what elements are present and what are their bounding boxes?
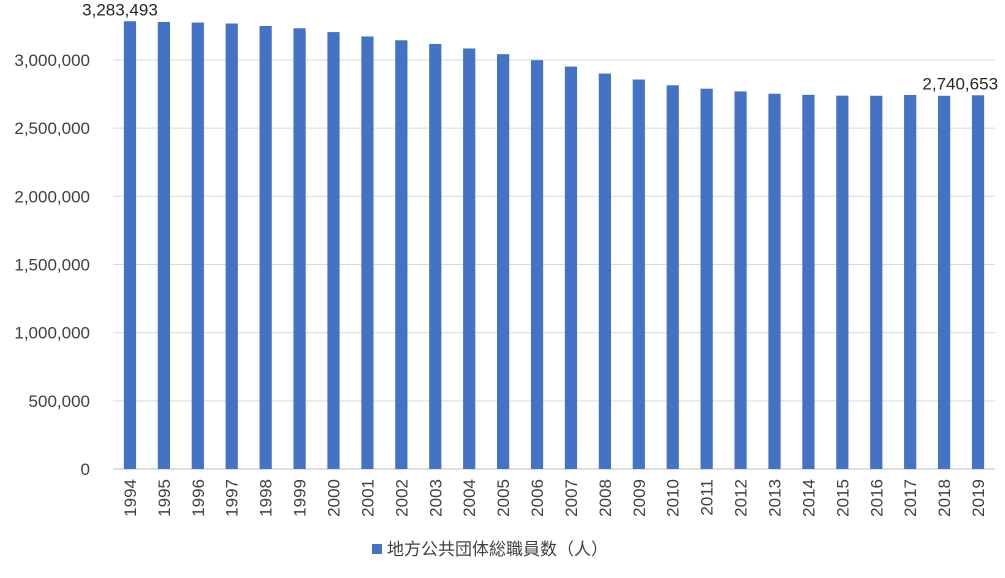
- bar: [463, 48, 476, 470]
- x-tick-label: 2006: [528, 479, 547, 517]
- x-tick-label: 2011: [698, 479, 717, 516]
- x-tick-label: 2009: [630, 479, 649, 517]
- bar: [191, 22, 204, 470]
- bar: [123, 21, 137, 470]
- bar: [530, 60, 544, 469]
- x-tick-label: 2007: [562, 479, 581, 517]
- x-tick-label: 2014: [799, 479, 818, 517]
- bar: [429, 43, 442, 470]
- bar: [632, 79, 645, 469]
- bar: [836, 95, 849, 470]
- bar: [395, 40, 408, 469]
- x-tick-label: 1996: [189, 479, 208, 517]
- y-tick-label: 1,500,000: [14, 255, 90, 274]
- x-tick-label: 1999: [291, 479, 310, 517]
- bar: [327, 32, 340, 469]
- data-labels: 3,283,493 2,740,653: [82, 0, 998, 93]
- y-tick-label: 1,000,000: [14, 324, 90, 343]
- bar: [564, 66, 578, 469]
- x-tick-label: 2004: [460, 479, 479, 517]
- legend-label: 地方公共団体総職員数（人）: [387, 540, 608, 559]
- data-label: 3,283,493: [82, 0, 158, 19]
- bar: [666, 85, 679, 469]
- bar: [971, 95, 985, 469]
- x-tick-label: 2000: [325, 479, 344, 517]
- bar: [768, 93, 781, 470]
- x-tick-label: 1998: [257, 479, 276, 517]
- x-tick-label: 2016: [867, 479, 886, 517]
- x-tick-label: 1995: [155, 479, 174, 517]
- bars: [123, 21, 985, 470]
- y-tick-label: 2,500,000: [14, 119, 90, 138]
- y-tick-label: 3,000,000: [14, 51, 90, 70]
- x-tick-label: 2001: [358, 479, 377, 517]
- bar: [802, 94, 815, 470]
- x-tick-label: 2002: [392, 479, 411, 517]
- bar: [734, 91, 747, 469]
- x-tick-label: 2008: [596, 479, 615, 517]
- x-tick-label: 2003: [426, 479, 445, 517]
- y-tick-label: 500,000: [29, 392, 90, 411]
- x-tick-label: 2019: [969, 479, 988, 517]
- y-tick-label: 0: [81, 460, 90, 479]
- legend: 地方公共団体総職員数（人）: [372, 540, 608, 559]
- gridlines: [113, 59, 995, 470]
- bar: [361, 36, 374, 470]
- bar: [497, 54, 510, 469]
- x-tick-label: 2018: [935, 479, 954, 517]
- y-axis-ticks: 0 500,000 1,000,000 1,500,000 2,000,000 2,500…: [14, 51, 90, 479]
- x-tick-label: 2013: [766, 479, 785, 517]
- bar: [700, 88, 713, 469]
- bar: [598, 73, 611, 469]
- bar: [904, 94, 917, 470]
- bar: [157, 22, 170, 469]
- x-tick-label: 1994: [121, 479, 140, 517]
- x-tick-label: 2017: [901, 479, 920, 517]
- x-tick-label: 2015: [833, 479, 852, 517]
- bar: [259, 25, 272, 469]
- x-tick-label: 2012: [732, 479, 751, 517]
- data-label: 2,740,653: [922, 74, 998, 93]
- bar: [938, 95, 951, 469]
- x-axis-ticks: 1994 1995 1996 1997 1998 1999 2000 2001 2002 2003…: [121, 479, 988, 517]
- x-tick-label: 2010: [664, 479, 683, 517]
- bar: [293, 28, 306, 469]
- bar: [870, 95, 883, 469]
- bar: [225, 23, 238, 469]
- x-tick-label: 1997: [223, 479, 242, 517]
- y-tick-label: 2,000,000: [14, 187, 90, 206]
- legend-swatch: [372, 544, 382, 554]
- x-tick-label: 2005: [494, 479, 513, 517]
